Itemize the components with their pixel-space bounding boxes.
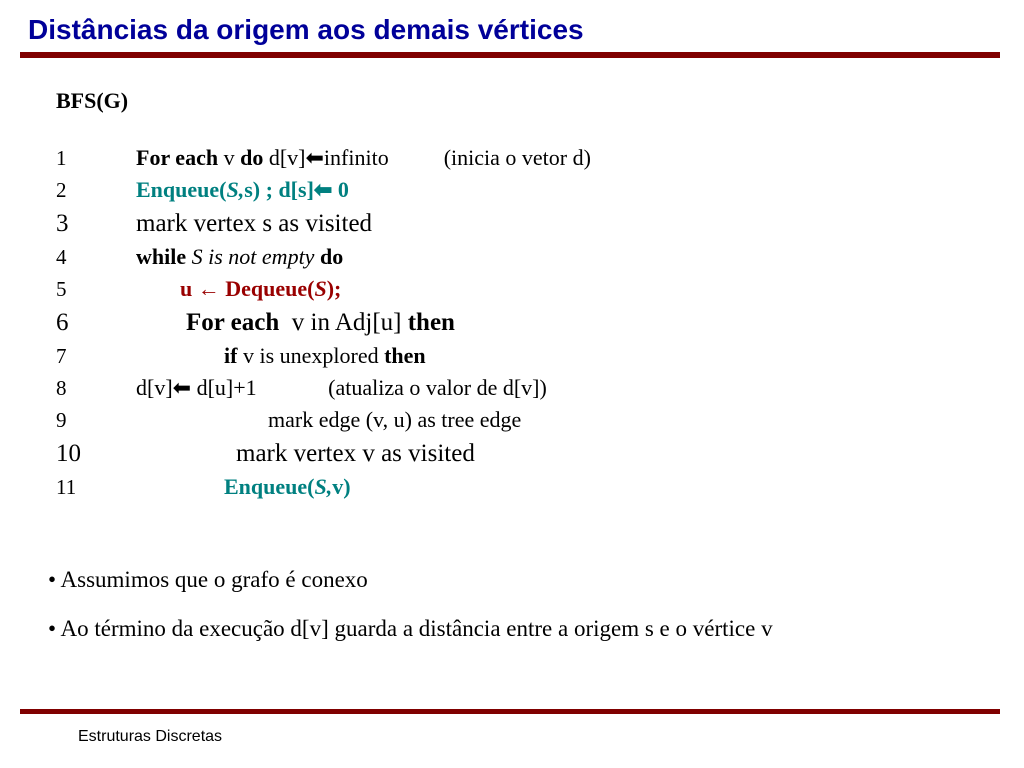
footer-rule bbox=[20, 709, 1000, 714]
line-body: if v is unexplored then bbox=[136, 340, 426, 371]
code-line-1: 1 For each v do d[v]⬅infinito (inicia o … bbox=[56, 142, 1004, 174]
line-body: mark vertex v as visited bbox=[136, 436, 475, 472]
line-number: 7 bbox=[56, 342, 136, 372]
line-number: 2 bbox=[56, 176, 136, 206]
line-number: 11 bbox=[56, 473, 136, 503]
line-body: u ← Dequeue(S); bbox=[136, 273, 341, 304]
line-body: For each v in Adj[u] then bbox=[136, 305, 455, 341]
code-line-9: 9 mark edge (v, u) as tree edge bbox=[56, 404, 1004, 436]
code-line-3: 3 mark vertex s as visited bbox=[56, 206, 1004, 242]
line-body: Enqueue(S,v) bbox=[136, 471, 351, 502]
line-number: 6 bbox=[56, 305, 136, 341]
code-line-4: 4 while S is not empty do bbox=[56, 241, 1004, 273]
code-line-8: 8 d[v]⬅ d[u]+1 (atualiza o valor de d[v]… bbox=[56, 372, 1004, 404]
code-line-11: 11 Enqueue(S,v) bbox=[56, 471, 1004, 503]
line-number: 4 bbox=[56, 243, 136, 273]
line-body: mark edge (v, u) as tree edge bbox=[136, 404, 521, 435]
line-body: For each v do d[v]⬅infinito (inicia o ve… bbox=[136, 142, 591, 173]
title-underline bbox=[20, 52, 1000, 58]
footer-text: Estruturas Discretas bbox=[78, 728, 222, 746]
line-number: 8 bbox=[56, 374, 136, 404]
line-number: 10 bbox=[56, 436, 136, 472]
line-body: mark vertex s as visited bbox=[136, 206, 372, 242]
bullet-2: • Ao término da execução d[v] guarda a d… bbox=[48, 612, 1004, 647]
bullet-1: • Assumimos que o grafo é conexo bbox=[48, 563, 1004, 598]
slide-title: Distâncias da origem aos demais vértices bbox=[28, 14, 1004, 46]
algorithm-name: BFS(G) bbox=[56, 88, 1004, 114]
line-number: 1 bbox=[56, 144, 136, 174]
line-number: 3 bbox=[56, 206, 136, 242]
line-number: 9 bbox=[56, 406, 136, 436]
line-body: d[v]⬅ d[u]+1 (atualiza o valor de d[v]) bbox=[136, 372, 547, 403]
code-line-6: 6 For each v in Adj[u] then bbox=[56, 305, 1004, 341]
slide: Distâncias da origem aos demais vértices… bbox=[0, 0, 1024, 768]
notes-block: • Assumimos que o grafo é conexo • Ao té… bbox=[48, 563, 1004, 646]
line-body: while S is not empty do bbox=[136, 241, 343, 272]
code-line-10: 10 mark vertex v as visited bbox=[56, 436, 1004, 472]
code-line-7: 7 if v is unexplored then bbox=[56, 340, 1004, 372]
line-number: 5 bbox=[56, 275, 136, 305]
pseudocode-block: 1 For each v do d[v]⬅infinito (inicia o … bbox=[56, 142, 1004, 503]
code-line-5: 5 u ← Dequeue(S); bbox=[56, 273, 1004, 305]
line-body: Enqueue(S,s) ; d[s]⬅ 0 bbox=[136, 174, 349, 205]
code-line-2: 2 Enqueue(S,s) ; d[s]⬅ 0 bbox=[56, 174, 1004, 206]
